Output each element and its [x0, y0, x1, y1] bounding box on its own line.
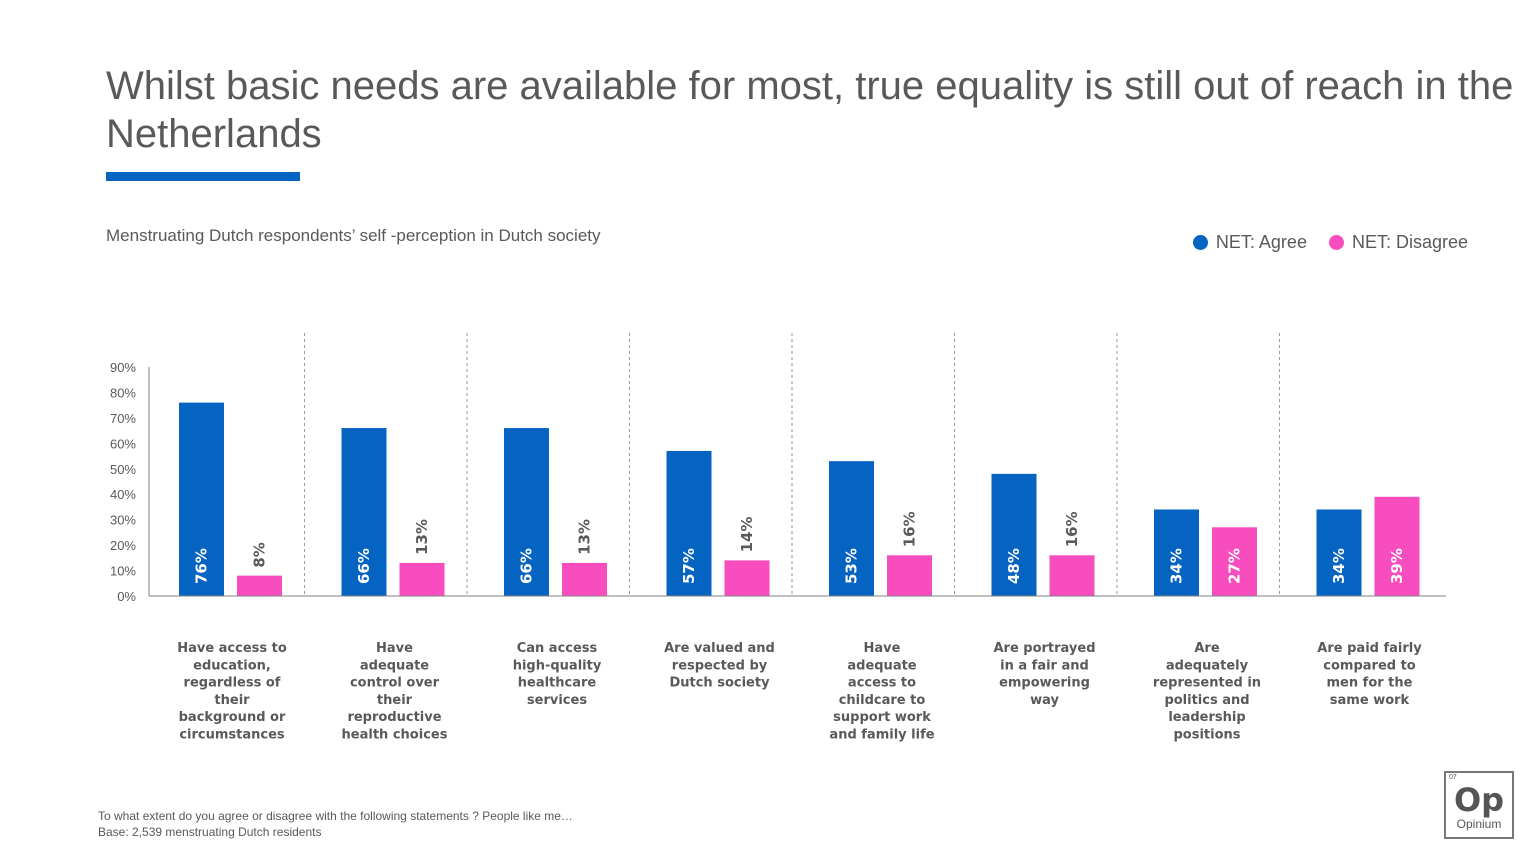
category-label: way [1030, 693, 1059, 708]
agree-bar [1154, 509, 1199, 596]
legend-swatch-disagree [1328, 235, 1344, 250]
disagree-value-label: 14% [738, 516, 756, 552]
legend-swatch-agree [1192, 235, 1208, 250]
disagree-bar [1049, 555, 1095, 596]
category-label: positions [1173, 728, 1240, 743]
y-tick-label: 80% [110, 385, 136, 400]
y-tick-label: 0% [117, 589, 136, 604]
category-label: represented in [1153, 676, 1261, 691]
category-label: their [214, 693, 250, 708]
category-label: high-quality [513, 658, 602, 673]
category-label: men for the [1327, 676, 1413, 691]
disagree-value-label: 27% [1226, 548, 1244, 584]
legend-item-disagree: NET: Disagree [1328, 232, 1468, 253]
category-label: services [527, 693, 587, 708]
category-label: leadership [1168, 710, 1245, 725]
disagree-bar [399, 562, 445, 596]
disagree-bar [1212, 527, 1257, 596]
y-tick-label: 60% [110, 436, 136, 451]
category-label: reproductive [347, 710, 441, 725]
agree-bar [666, 450, 712, 596]
legend-item-agree: NET: Agree [1192, 232, 1307, 253]
disagree-bar [562, 562, 607, 596]
title-underline [106, 172, 300, 181]
category-label: control over [350, 676, 440, 691]
category-label: childcare to [839, 693, 926, 708]
category-label: adequately [1166, 658, 1249, 673]
y-tick-label: 30% [110, 513, 136, 528]
category-label: health choices [342, 728, 448, 743]
category-label: support work [833, 710, 931, 725]
category-label: empowering [999, 676, 1090, 691]
category-label: Are valued and [664, 641, 775, 656]
y-tick-label: 50% [110, 462, 136, 477]
category-label: background or [179, 710, 286, 725]
agree-value-label: 57% [680, 548, 698, 584]
legend-label-agree: NET: Agree [1215, 232, 1307, 252]
agree-bar [179, 402, 224, 596]
category-label: and family life [829, 728, 934, 743]
y-tick-label: 10% [110, 564, 136, 579]
category-label: education, [193, 658, 271, 673]
disagree-value-label: 13% [413, 519, 431, 555]
category-label: regardless of [184, 676, 281, 691]
agree-bar [829, 461, 874, 596]
disagree-bar [724, 560, 770, 596]
agree-value-label: 34% [1168, 548, 1186, 584]
category-label: in a fair and [1000, 658, 1089, 673]
category-label: Are portrayed [993, 641, 1095, 656]
agree-value-label: 48% [1005, 548, 1023, 584]
y-tick-label: 90% [110, 360, 136, 375]
footer: To what extent do you agree or disagree … [98, 808, 573, 840]
legend-label-disagree: NET: Disagree [1351, 232, 1468, 252]
disagree-value-label: 39% [1388, 548, 1406, 584]
agree-value-label: 53% [843, 548, 861, 584]
y-tick-label: 70% [110, 411, 136, 426]
footer-question: To what extent do you agree or disagree … [98, 809, 573, 823]
agree-bar [504, 428, 549, 596]
category-label: adequate [847, 658, 916, 673]
category-label: Are paid fairly [1317, 641, 1422, 656]
chart-subtitle: Menstruating Dutch respondents’ self -pe… [106, 226, 601, 245]
logo-name: Opinium [1456, 817, 1502, 831]
agree-value-label: 66% [355, 548, 373, 584]
category-label: adequate [360, 658, 429, 673]
category-label: same work [1330, 693, 1410, 708]
disagree-bar [1374, 496, 1420, 596]
category-label: compared to [1323, 658, 1416, 673]
agree-bar [341, 428, 387, 596]
category-label: politics and [1164, 693, 1249, 708]
agree-value-label: 76% [193, 548, 211, 584]
category-label: healthcare [518, 676, 597, 691]
disagree-bar [237, 575, 282, 596]
logo-number: 07 [1449, 774, 1457, 781]
category-label: Have [864, 641, 901, 656]
category-label: Dutch society [669, 676, 770, 691]
category-label: respected by [672, 658, 768, 673]
agree-value-label: 66% [518, 548, 536, 584]
category-label: Have [376, 641, 413, 656]
logo-mark: Op [1453, 781, 1505, 819]
disagree-value-label: 16% [901, 511, 919, 547]
page-title: Whilst basic needs are available for mos… [106, 64, 1514, 156]
y-tick-label: 20% [110, 538, 136, 553]
disagree-bar [887, 555, 932, 596]
category-label: Can access [517, 641, 598, 656]
legend: NET: Agree NET: Disagree [1192, 232, 1468, 253]
category-label: Have access to [177, 641, 287, 656]
disagree-value-label: 16% [1063, 511, 1081, 547]
disagree-value-label: 8% [251, 542, 269, 567]
category-label: access to [848, 676, 916, 691]
category-label: their [377, 693, 413, 708]
y-tick-label: 40% [110, 487, 136, 502]
agree-bar [991, 473, 1037, 596]
agree-bar [1316, 509, 1362, 596]
opinium-logo: 07 Op Opinium [1444, 771, 1514, 839]
disagree-value-label: 13% [576, 519, 594, 555]
category-label: circumstances [179, 728, 285, 743]
category-label: Are [1194, 641, 1219, 656]
agree-value-label: 34% [1330, 548, 1348, 584]
footer-base: Base: 2,539 menstruating Dutch residents [98, 825, 322, 839]
